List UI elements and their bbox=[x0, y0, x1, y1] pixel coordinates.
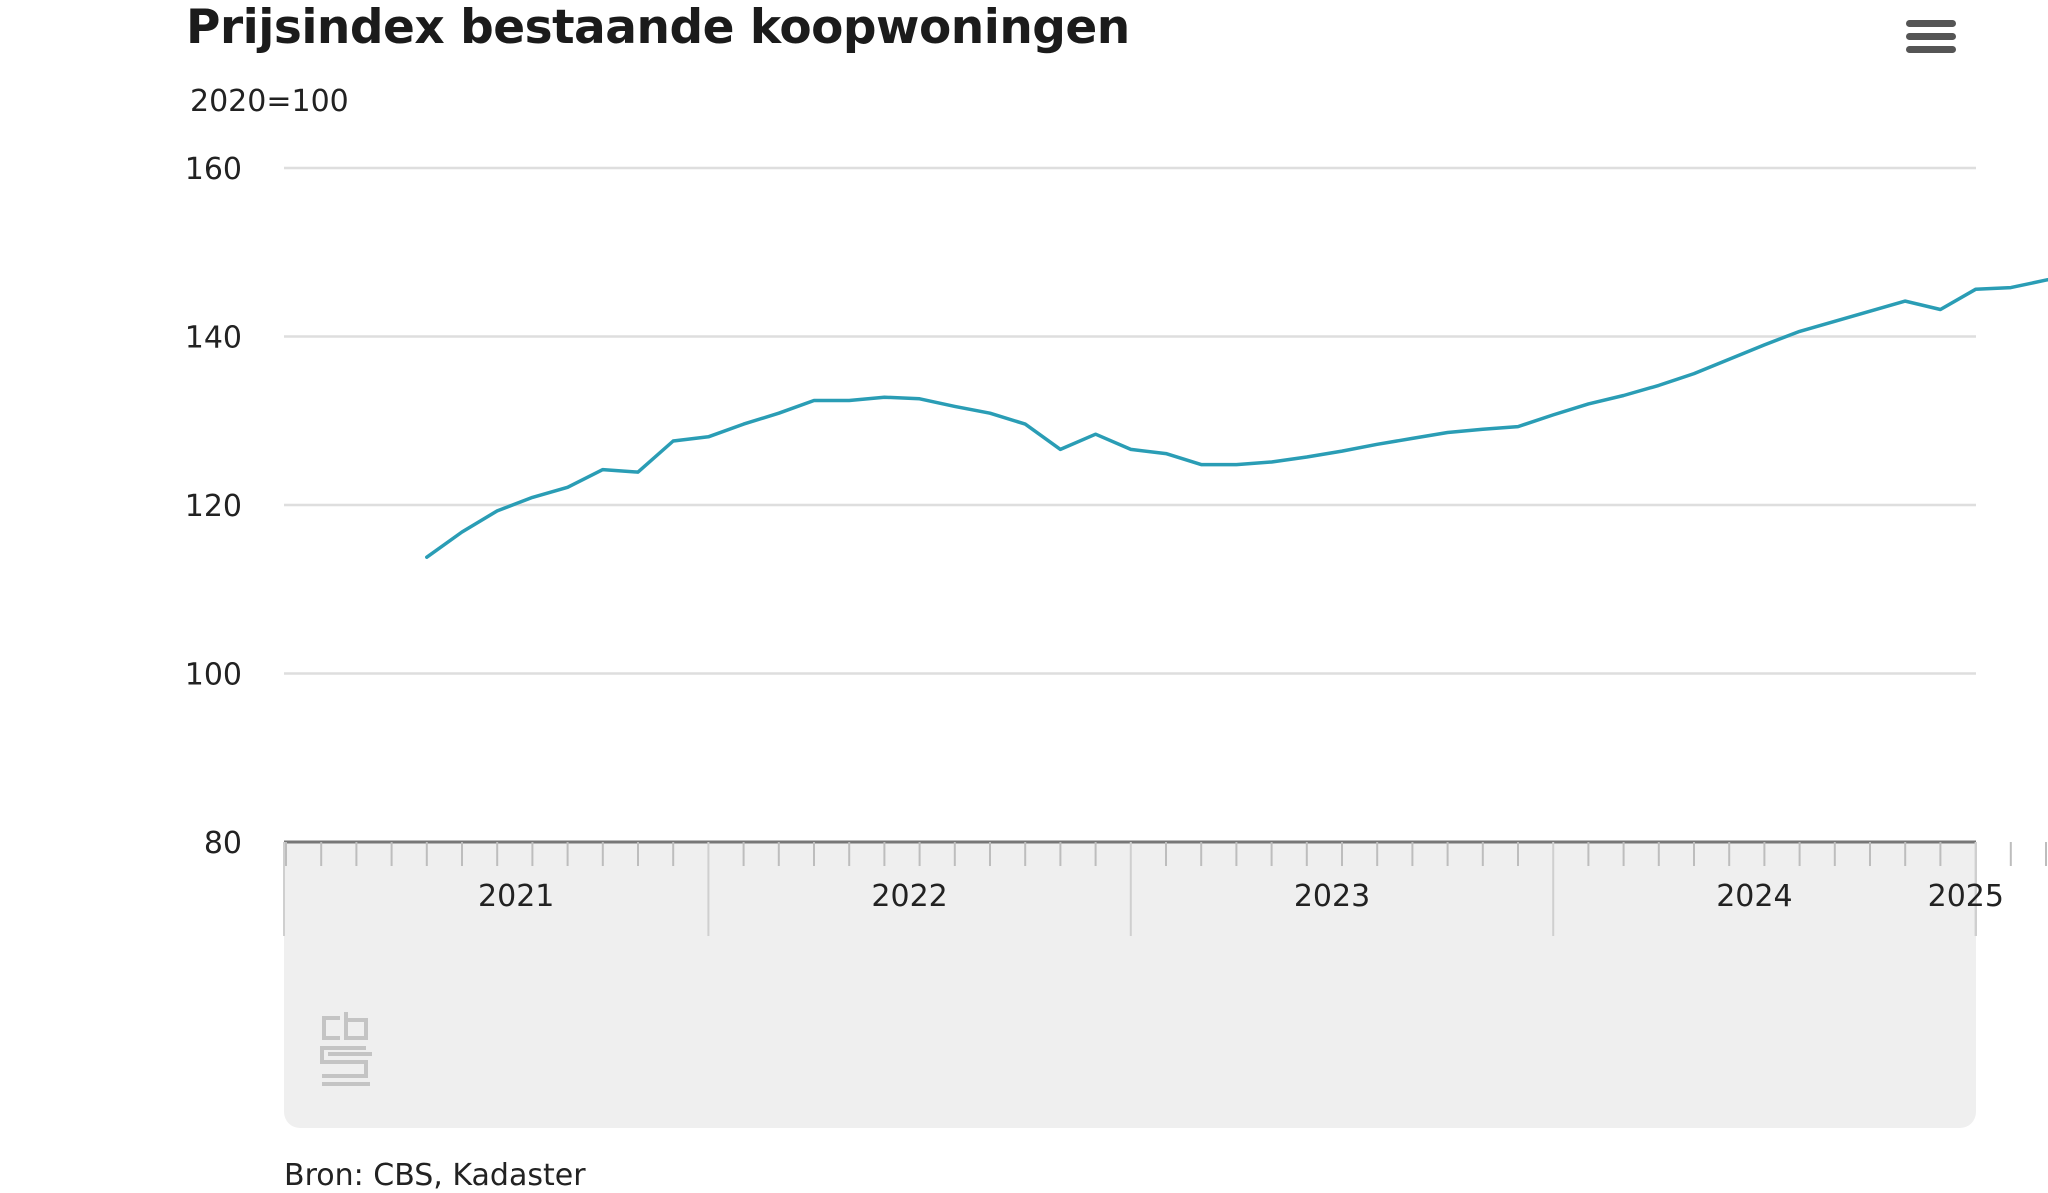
y-axis: 80 100 120 140 160 bbox=[185, 152, 242, 861]
y-tick-label: 100 bbox=[185, 658, 242, 693]
x-axis: 2021 2022 2023 2024 2025 bbox=[283, 840, 2047, 936]
x-year-label: 2022 bbox=[871, 879, 947, 914]
x-year-label: 2021 bbox=[478, 879, 554, 914]
hamburger-menu-icon[interactable] bbox=[1906, 20, 1956, 64]
chart-source: Bron: CBS, Kadaster bbox=[284, 1158, 586, 1193]
x-year-label: 2025 bbox=[1928, 879, 2004, 914]
series-line bbox=[425, 277, 2048, 559]
x-year-label: 2024 bbox=[1716, 879, 1792, 914]
cbs-logo bbox=[320, 1012, 372, 1086]
y-tick-label: 160 bbox=[185, 152, 242, 187]
y-tick-label: 140 bbox=[185, 321, 242, 356]
gridlines bbox=[284, 166, 1976, 675]
chart-subtitle: 2020=100 bbox=[190, 84, 349, 119]
x-year-label: 2023 bbox=[1294, 879, 1370, 914]
chart-title: Prijsindex bestaande koopwoningen bbox=[186, 0, 1130, 55]
y-tick-label: 80 bbox=[204, 826, 242, 861]
y-tick-label: 120 bbox=[185, 489, 242, 524]
